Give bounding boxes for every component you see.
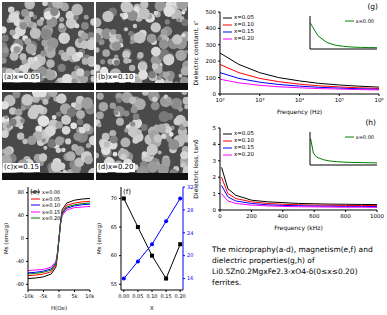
svg-text:-5k: -5k [40,293,48,299]
svg-text:20: 20 [187,252,193,258]
svg-text:-40: -40 [16,258,24,264]
svg-text:200: 200 [246,213,257,219]
svg-text:0: 0 [57,293,60,299]
html-text:x=0.00: x=0.00 [355,18,374,24]
svg-text:-10k: -10k [22,293,33,299]
svg-text:0: 0 [218,213,222,219]
svg-text:0.00: 0.00 [118,293,129,299]
svg-text:400: 400 [278,213,289,219]
html-text:x=0.15: x=0.15 [42,208,61,215]
svg-text:Ms (emu/g): Ms (emu/g) [3,223,10,254]
svg-text:400: 400 [206,25,217,31]
svg-text:2: 2 [213,174,217,180]
svg-text:65: 65 [111,224,117,230]
svg-text:10k: 10k [85,293,94,299]
svg-text:-80: -80 [16,281,24,287]
html-text:(c)x=0.15: (c)x=0.15 [4,163,39,171]
html-text:x=0.10: x=0.10 [234,137,255,143]
svg-text:800: 800 [340,213,351,219]
html-text:(h): (h) [365,118,376,127]
svg-text:10⁴: 10⁴ [295,97,305,103]
html-text:x=0.05: x=0.05 [234,14,255,20]
svg-text:3: 3 [213,158,217,164]
html-text:x=0.05: x=0.05 [42,195,61,202]
svg-text:24: 24 [187,230,193,236]
svg-text:X: X [150,305,154,311]
svg-text:10²: 10² [215,97,224,103]
svg-text:0.20: 0.20 [175,293,186,299]
svg-text:5k: 5k [71,293,77,299]
svg-text:0.15: 0.15 [161,293,172,299]
svg-text:Frequency (Hz): Frequency (Hz) [277,108,322,116]
html-text:x=0.10: x=0.10 [42,202,61,208]
svg-text:10³: 10³ [255,97,264,103]
html-text:(f): (f) [123,188,131,196]
svg-text:Frequency (kHz): Frequency (kHz) [274,224,323,232]
html-text:x=0.10: x=0.10 [234,21,255,27]
svg-text:10⁶: 10⁶ [374,97,384,103]
svg-text:4: 4 [213,141,217,147]
svg-text:32: 32 [187,183,194,190]
svg-text:40: 40 [18,212,24,218]
svg-text:1: 1 [213,191,217,197]
svg-text:200: 200 [206,58,217,64]
svg-text:55: 55 [111,281,117,287]
svg-text:0: 0 [213,91,217,97]
svg-text:0.05: 0.05 [132,293,143,299]
html-text:(d)x=0.20: (d)x=0.20 [98,163,134,171]
html-text:x=0.20: x=0.20 [42,215,61,221]
html-text:x=0.20: x=0.20 [234,35,255,41]
html-text:(g): (g) [367,2,378,11]
svg-text:Ms (emu/g): Ms (emu/g) [96,223,103,254]
html-text:x=0.00: x=0.00 [355,134,374,140]
html-text:(b)x=0.10: (b)x=0.10 [98,73,134,81]
svg-text:28: 28 [187,207,193,213]
html-text:x=0.20: x=0.20 [234,151,255,157]
html-text:x=0.15: x=0.15 [234,28,255,34]
svg-text:70: 70 [111,195,117,201]
svg-text:5: 5 [213,125,217,131]
svg-text:60: 60 [111,252,117,258]
svg-text:Dielectric loss, tanδ: Dielectric loss, tanδ [192,139,199,199]
svg-text:100: 100 [206,75,217,81]
svg-text:80: 80 [18,189,24,195]
svg-text:10⁵: 10⁵ [335,97,344,103]
html-text:(e) x=0.00: (e) x=0.00 [30,188,61,196]
svg-text:0: 0 [213,207,217,213]
svg-text:H(Oe): H(Oe) [51,305,67,311]
html-text:x=0.05: x=0.05 [234,130,255,136]
svg-text:0.10: 0.10 [146,293,157,299]
html-text:(a)x=0.05: (a)x=0.05 [4,73,40,81]
svg-text:1000: 1000 [370,213,384,219]
html-text:x=0.15: x=0.15 [234,144,255,150]
svg-text:16: 16 [187,275,193,281]
svg-text:Dielectric constant, ε': Dielectric constant, ε' [192,20,199,85]
svg-text:500: 500 [206,9,217,15]
svg-text:600: 600 [309,213,320,219]
html-text:The micropraphy(a-d), magnetis: The micropraphy(a-d), magnetism(e,f) and… [212,245,373,287]
svg-text:300: 300 [206,42,217,48]
svg-text:0: 0 [21,235,24,241]
